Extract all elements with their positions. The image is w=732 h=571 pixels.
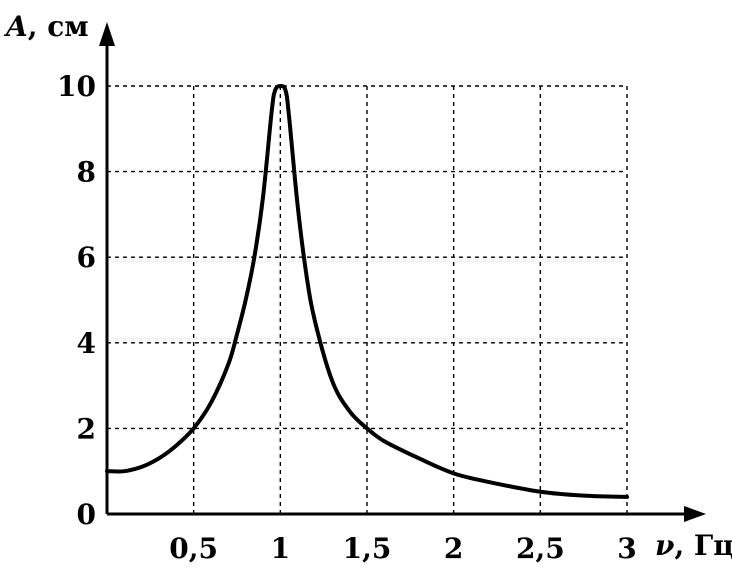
axis-labels: A, см ν, Гц — [3, 10, 732, 562]
x-tick-label: 1 — [271, 532, 290, 565]
y-axis-arrow-icon — [99, 22, 115, 46]
series — [105, 83, 629, 499]
y-tick-label: 10 — [57, 70, 96, 103]
y-axis-unit: , см — [28, 10, 89, 43]
x-tick-label: 0,5 — [169, 532, 218, 565]
y-tick-label: 2 — [77, 412, 96, 445]
tick-labels: 0,5 1 1,5 2 2,5 3 0 2 4 6 8 10 — [57, 70, 637, 565]
x-tick-label: 3 — [617, 532, 636, 565]
y-axis-label: A, см — [3, 10, 89, 43]
resonance-curve — [105, 83, 629, 499]
x-axis-arrow-icon — [684, 506, 706, 522]
x-tick-label: 2,5 — [516, 532, 565, 565]
x-tick-label: 1,5 — [343, 532, 392, 565]
y-tick-label: 0 — [77, 498, 96, 531]
grid — [107, 85, 628, 514]
x-tick-label: 2 — [444, 532, 463, 565]
axes — [99, 22, 706, 522]
y-tick-label: 4 — [77, 327, 96, 360]
y-tick-label: 8 — [77, 156, 96, 189]
x-axis-symbol: ν — [655, 529, 674, 562]
x-axis-label: ν, Гц — [655, 529, 732, 562]
y-axis-symbol: A — [3, 10, 28, 43]
y-tick-label: 6 — [77, 241, 96, 274]
x-axis-unit: , Гц — [674, 529, 732, 562]
